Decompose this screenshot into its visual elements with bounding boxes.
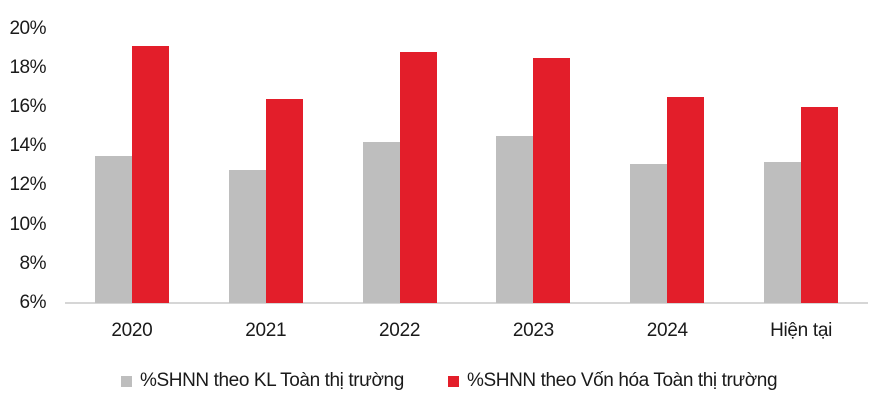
bar-von-hoa-4 xyxy=(667,97,705,303)
legend: %SHNN theo KL Toàn thị trường %SHNN theo… xyxy=(0,368,883,394)
bar-von-hoa-5 xyxy=(801,107,839,303)
legend-swatch-red xyxy=(448,375,459,387)
bar-von-hoa-0 xyxy=(131,46,169,303)
y-tick-label: 10% xyxy=(9,213,46,235)
bar-kl-4 xyxy=(630,163,668,303)
bar-kl-0 xyxy=(94,156,132,303)
bar-von-hoa-2 xyxy=(399,52,437,303)
x-tick-label: Hiện tại xyxy=(770,320,833,341)
y-tick-label: 16% xyxy=(9,96,46,117)
bar-von-hoa-3 xyxy=(533,58,571,303)
legend-item-von-hoa: %SHNN theo Vốn hóa Toàn thị trường xyxy=(448,368,778,394)
x-tick-label: 2022 xyxy=(379,320,421,341)
bar-von-hoa-1 xyxy=(265,99,303,303)
y-tick-label: 8% xyxy=(19,252,47,274)
y-tick-label: 6% xyxy=(19,292,47,313)
y-tick-label: 12% xyxy=(9,174,46,196)
x-tick-label: 2024 xyxy=(646,320,688,341)
bar-kl-2 xyxy=(362,142,400,303)
x-axis-line xyxy=(65,302,868,304)
bar-kl-5 xyxy=(764,161,802,303)
legend-label-kl: %SHNN theo KL Toàn thị trường xyxy=(140,370,404,391)
y-tick-label: 14% xyxy=(9,135,46,157)
legend-item-kl: %SHNN theo KL Toàn thị trường xyxy=(121,368,404,394)
y-tick-label: 20% xyxy=(9,17,46,39)
bar-kl-1 xyxy=(228,169,266,303)
bar-kl-3 xyxy=(496,136,534,303)
x-tick-label: 2020 xyxy=(111,320,153,341)
legend-label-von-hoa: %SHNN theo Vốn hóa Toàn thị trường xyxy=(467,370,778,391)
y-tick-label: 18% xyxy=(9,56,46,78)
x-tick-label: 2023 xyxy=(512,320,554,341)
legend-swatch-gray xyxy=(121,375,132,387)
x-tick-label: 2021 xyxy=(245,320,287,341)
